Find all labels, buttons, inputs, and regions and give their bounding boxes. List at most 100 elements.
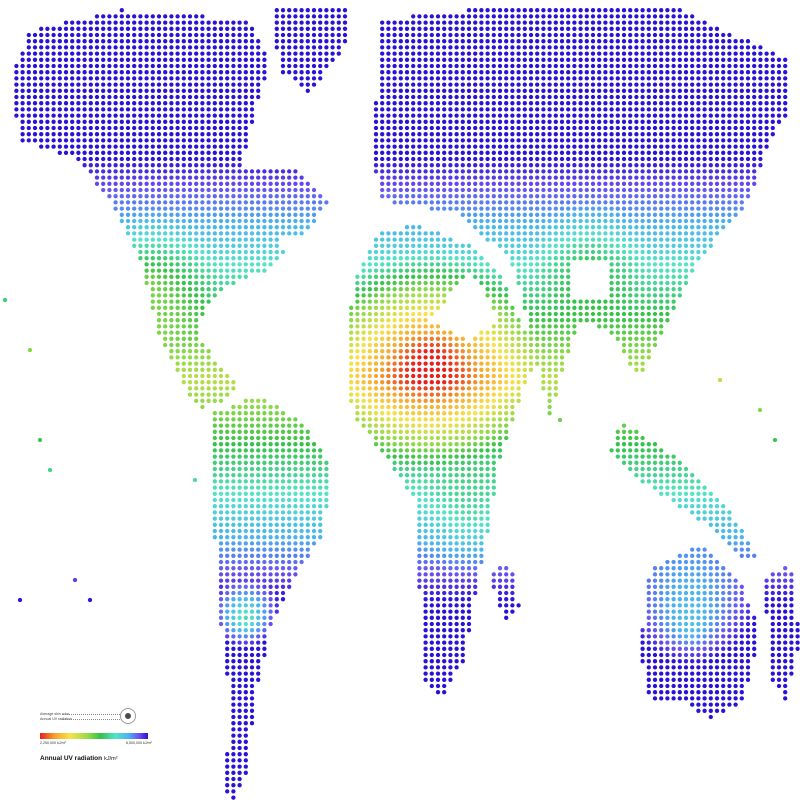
land-dot — [88, 138, 93, 143]
land-dot — [572, 63, 577, 69]
land-dot — [603, 88, 608, 93]
land-dot — [417, 330, 422, 335]
land-dot — [144, 82, 149, 87]
land-dot — [628, 361, 633, 366]
land-dot — [76, 70, 81, 75]
land-dot — [163, 249, 168, 255]
land-dot — [640, 231, 645, 236]
land-dot — [423, 138, 428, 143]
land-dot — [690, 107, 695, 112]
land-dot — [603, 63, 608, 69]
land-dot — [460, 113, 465, 118]
land-dot — [194, 336, 199, 341]
land-dot — [225, 386, 230, 391]
land-dot — [125, 26, 131, 31]
land-dot — [677, 187, 682, 193]
land-dot — [473, 355, 478, 360]
land-dot — [776, 88, 782, 93]
land-dot — [107, 181, 112, 186]
land-dot — [497, 45, 503, 50]
land-dot — [541, 355, 546, 360]
land-dot — [423, 274, 428, 279]
land-dot — [156, 57, 162, 62]
land-dot — [262, 243, 267, 248]
land-dot — [299, 200, 304, 205]
land-dot — [696, 249, 701, 255]
land-dot — [280, 206, 286, 211]
land-dot — [119, 20, 124, 25]
land-dot — [491, 150, 496, 155]
land-dot — [485, 262, 490, 267]
land-dot — [392, 181, 397, 186]
land-dot — [243, 274, 248, 279]
land-dot — [144, 144, 149, 149]
land-dot — [646, 212, 651, 217]
land-dot — [237, 256, 242, 261]
land-dot — [125, 200, 131, 205]
land-dot — [615, 299, 620, 304]
land-dot — [522, 125, 527, 131]
land-dot — [615, 243, 620, 248]
land-dot — [113, 181, 118, 186]
land-dot — [243, 94, 248, 100]
land-dot — [175, 287, 180, 292]
land-dot — [150, 225, 155, 230]
land-dot — [107, 14, 112, 19]
land-dot — [528, 45, 534, 50]
land-dot — [696, 144, 701, 149]
land-dot — [411, 243, 416, 248]
land-dot — [367, 318, 372, 323]
land-dot — [417, 70, 422, 75]
land-dot — [262, 169, 267, 174]
land-dot — [652, 243, 658, 248]
land-dot — [615, 45, 620, 50]
land-dot — [355, 324, 360, 329]
land-dot — [57, 101, 62, 106]
land-dot — [466, 175, 472, 180]
land-dot — [404, 392, 410, 397]
land-dot — [187, 101, 193, 106]
land-dot — [516, 342, 521, 348]
land-dot — [268, 206, 273, 211]
land-dot — [175, 26, 180, 31]
land-dot — [411, 63, 416, 69]
land-dot — [194, 200, 199, 205]
land-dot — [125, 88, 131, 93]
land-dot — [665, 181, 670, 186]
land-dot — [479, 256, 484, 261]
land-dot — [373, 237, 379, 242]
land-dot — [423, 26, 428, 31]
land-dot — [63, 57, 69, 62]
land-dot — [510, 150, 515, 155]
land-dot — [429, 187, 434, 193]
land-dot — [311, 26, 317, 31]
land-dot — [553, 88, 558, 93]
land-dot — [138, 119, 143, 124]
land-dot — [144, 125, 149, 131]
land-dot — [386, 398, 391, 403]
land-dot — [615, 274, 620, 279]
land-dot — [677, 20, 682, 25]
land-dot — [665, 76, 670, 81]
land-dot — [566, 194, 571, 199]
land-dot — [386, 237, 391, 242]
land-dot — [690, 125, 695, 131]
land-dot — [559, 125, 565, 131]
land-dot — [516, 132, 521, 137]
land-dot — [392, 119, 397, 124]
land-dot — [386, 63, 391, 69]
land-dot — [181, 113, 186, 118]
land-dot — [553, 373, 558, 379]
land-dot — [572, 206, 577, 211]
land-dot — [634, 324, 639, 329]
land-dot — [32, 51, 38, 56]
land-dot — [553, 70, 558, 75]
land-dot — [429, 119, 434, 124]
land-dot — [442, 138, 447, 143]
land-dot — [721, 39, 726, 44]
land-dot — [528, 138, 534, 143]
land-dot — [535, 144, 540, 149]
land-dot — [541, 70, 546, 75]
land-dot — [621, 26, 627, 31]
land-dot — [336, 51, 341, 56]
